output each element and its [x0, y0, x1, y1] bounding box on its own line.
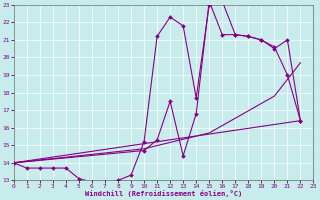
X-axis label: Windchill (Refroidissement éolien,°C): Windchill (Refroidissement éolien,°C) — [85, 190, 242, 197]
